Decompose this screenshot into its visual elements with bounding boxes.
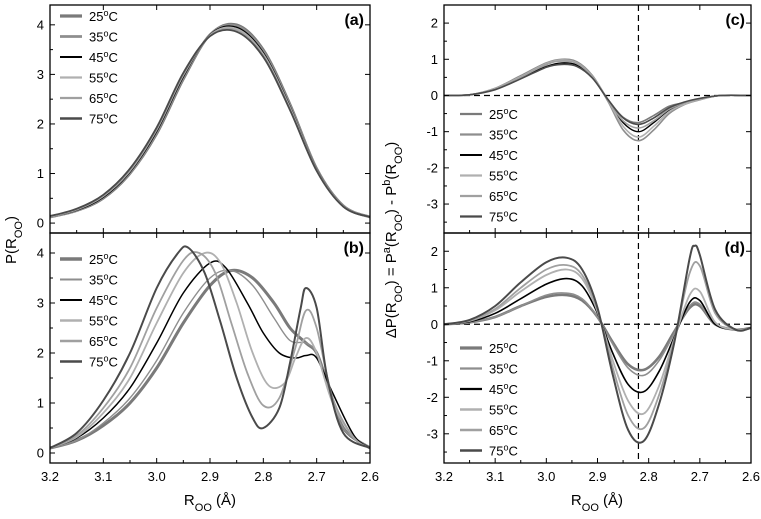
panel-a-label: (a) (344, 12, 364, 29)
panel-b: 0 1 2 3 4 3.2 3.1 3.0 2.9 2.8 2.7 2.6 (b) 25oC 35oC 45o… (37, 232, 379, 484)
panel-c-legend-label: 75oC (489, 209, 518, 225)
panel-c-ytick-label: 1 (431, 52, 438, 67)
panel-b-ytick-label: 1 (37, 396, 44, 411)
panel-b-xtick-label: 2.9 (201, 469, 219, 484)
panel-d-xtick-label: 2.6 (742, 469, 760, 484)
panel-c-legend: 25oC 35oC 45oC 55oC 65oC 75oC (460, 106, 518, 225)
panel-d-legend-label: 65oC (489, 422, 518, 438)
panel-a-legend-label: 65oC (89, 90, 118, 106)
panel-b-ytick-label: 3 (37, 296, 44, 311)
panel-b-xtick-label: 2.7 (308, 469, 326, 484)
panel-b-series (50, 245, 370, 450)
panel-d-series-75c (444, 244, 751, 444)
panel-b-xtick-label: 2.8 (254, 469, 272, 484)
panel-d-legend-label: 75oC (489, 443, 518, 459)
panel-a-ytick-label: 3 (37, 67, 44, 82)
left-xlabel: ROO (Å) (184, 492, 236, 514)
panel-c-series-75c (444, 63, 751, 126)
panel-b-ytick-label: 2 (37, 346, 44, 361)
panel-d-xtick-label: 2.8 (640, 469, 658, 484)
panel-b-label: (b) (344, 240, 364, 257)
panel-b-legend-label: 65oC (89, 333, 118, 349)
panel-a-ytick-label: 2 (37, 116, 44, 131)
panel-d-legend-label: 35oC (489, 361, 518, 377)
panel-c-legend-label: 35oC (489, 127, 518, 143)
panel-c-ytick-label: -1 (426, 124, 438, 139)
panel-d-xtick-label: 3.0 (537, 469, 555, 484)
panel-b-xtick-label: 2.6 (361, 469, 379, 484)
panel-c-ytick-label: -2 (426, 160, 438, 175)
panel-a-legend-label: 35oC (89, 29, 118, 45)
panel-a-legend: 25oC 35oC 45oC 55oC 65oC 75oC (60, 8, 118, 127)
panel-d-series-45c (444, 277, 751, 394)
panel-c-series (444, 58, 751, 142)
panel-d-ytick-label: 0 (431, 317, 438, 332)
panel-a-legend-label: 45oC (89, 49, 118, 65)
panel-d-legend: 25oC 35oC 45oC 55oC 65oC 75oC (460, 340, 518, 459)
panel-d-ytick-label: -2 (426, 390, 438, 405)
panel-c-legend-label: 55oC (489, 168, 518, 184)
panel-c: -3 -2 -1 0 1 2 (c) 25oC 35oC 45oC 55oC 65oC 75oC (426, 4, 752, 234)
panel-b-xtick-label: 3.2 (41, 469, 59, 484)
panel-b-ytick-label: 0 (37, 446, 44, 461)
panel-d-xtick-label: 3.1 (486, 469, 504, 484)
panel-b-legend-label: 55oC (89, 313, 118, 329)
panel-c-legend-label: 65oC (489, 188, 518, 204)
panel-b-legend-label: 45oC (89, 292, 118, 308)
panel-d-ytick-label: 2 (431, 244, 438, 259)
panel-a-ytick-label: 0 (37, 216, 44, 231)
panel-a-ytick-label: 1 (37, 166, 44, 181)
panel-b-legend-label: 35oC (89, 272, 118, 288)
panel-b-series-55c (50, 251, 370, 449)
panels: 0 1 2 3 4 (a) 25oC 35oC 45oC 55oC 65oC 75oC 0 1 2 3 4 3.2… (37, 4, 760, 484)
panel-c-ytick-label: -3 (426, 197, 438, 212)
panel-b-legend-label: 25oC (89, 251, 118, 267)
panel-d-ytick-label: 1 (431, 280, 438, 295)
panel-d-series-65c (444, 261, 751, 431)
panel-d: -3 -2 -1 0 1 2 3.2 3.1 3.0 2.9 2.8 2.7 2.6 (d) 25oC 35o… (426, 232, 760, 484)
panel-d-xtick-label: 3.2 (435, 469, 453, 484)
panel-d-xtick-label: 2.7 (691, 469, 709, 484)
panel-d-label: (d) (725, 240, 745, 257)
panel-b-legend-label: 75oC (89, 354, 118, 370)
panel-b-legend: 25oC 35oC 45oC 55oC 65oC 75oC (60, 251, 118, 370)
panel-c-legend-label: 25oC (489, 106, 518, 122)
panel-c-legend-label: 45oC (489, 147, 518, 163)
panel-a-legend-label: 55oC (89, 70, 118, 86)
right-xlabel: ROO (Å) (571, 492, 623, 514)
panel-d-ytick-label: -1 (426, 353, 438, 368)
panel-a: 0 1 2 3 4 (a) 25oC 35oC 45oC 55oC 65oC 75oC (37, 4, 371, 234)
panel-b-series-65c (50, 251, 370, 449)
panel-b-ytick-label: 4 (37, 246, 44, 261)
panel-c-ytick-label: 2 (431, 16, 438, 31)
panel-b-xtick-label: 3.0 (148, 469, 166, 484)
panel-a-legend-label: 75oC (89, 111, 118, 127)
panel-d-ytick-label: -3 (426, 426, 438, 441)
panel-d-series (444, 244, 751, 444)
panel-d-series-35c (444, 292, 751, 377)
right-ylabel: ΔP(ROO) = Pa(ROO) - Pb(ROO) (381, 142, 405, 339)
panel-b-series-75c (50, 245, 370, 449)
panel-d-legend-label: 55oC (489, 402, 518, 418)
panel-a-ytick-label: 4 (37, 17, 44, 32)
panel-b-xtick-label: 3.1 (94, 469, 112, 484)
panel-a-series-75c (50, 28, 370, 218)
panel-c-ytick-label: 0 (431, 88, 438, 103)
panel-d-series-55c (444, 268, 751, 416)
panel-d-legend-label: 45oC (489, 381, 518, 397)
panel-d-legend-label: 25oC (489, 340, 518, 356)
panel-a-series (50, 22, 370, 219)
panel-d-xtick-label: 2.9 (588, 469, 606, 484)
panel-a-legend-label: 25oC (89, 8, 118, 24)
left-ylabel: P(ROO) (3, 216, 25, 264)
panel-c-label: (c) (725, 12, 745, 29)
